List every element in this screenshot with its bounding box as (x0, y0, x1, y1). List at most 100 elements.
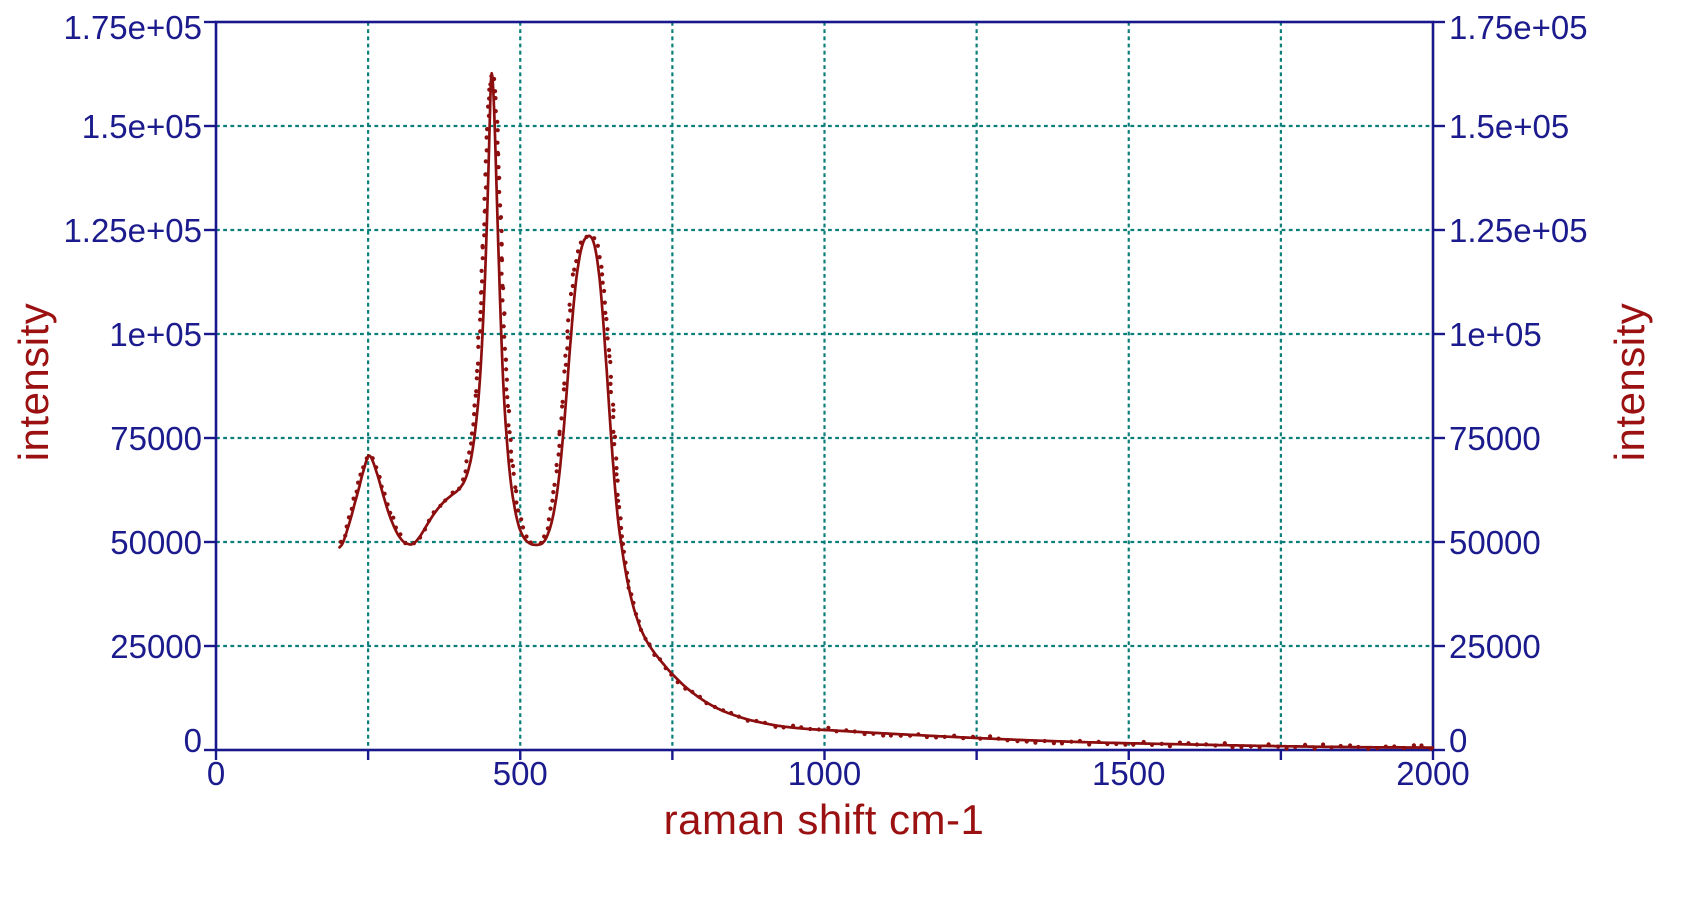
data-point (499, 228, 504, 234)
data-point (554, 462, 559, 468)
data-point (506, 423, 511, 428)
y-tick-label-right: 1.75e+05 (1449, 9, 1588, 46)
data-point (509, 458, 514, 463)
data-point (464, 459, 469, 464)
data-point (611, 402, 616, 407)
data-point (605, 336, 610, 341)
y-tick-label-left: 1e+05 (109, 316, 202, 353)
data-point (495, 128, 500, 133)
data-point (479, 268, 484, 273)
data-point (608, 389, 614, 395)
x-tick-label: 2000 (1396, 755, 1469, 792)
data-point (499, 256, 504, 261)
data-point (504, 377, 509, 382)
data-point (557, 429, 562, 434)
data-point (482, 196, 487, 201)
data-point (608, 381, 613, 386)
y-tick-label-left: 1.5e+05 (82, 108, 202, 145)
data-point (604, 316, 609, 322)
x-tick-label: 500 (493, 755, 548, 792)
data-point (520, 525, 526, 530)
y-tick-label-left: 75000 (110, 420, 202, 457)
y-tick-label-right: 1.5e+05 (1449, 108, 1569, 145)
y-tick-label-right: 25000 (1449, 628, 1541, 665)
data-point (502, 346, 507, 351)
fit-curve-line (338, 71, 1435, 749)
data-point (516, 508, 521, 513)
data-point (575, 249, 581, 254)
x-tick-label: 1500 (1092, 755, 1165, 792)
data-point (507, 430, 512, 435)
data-point (496, 176, 501, 181)
data-point (570, 283, 575, 289)
data-point (559, 416, 564, 421)
data-point (497, 189, 502, 195)
data-point (556, 452, 561, 457)
y-tick-label-left: 1.25e+05 (63, 212, 202, 249)
data-point (606, 348, 612, 353)
data-point (505, 395, 510, 400)
y-tick-label-right: 50000 (1449, 524, 1541, 561)
data-point (605, 327, 610, 332)
data-point (474, 389, 479, 394)
data-point (519, 517, 524, 522)
data-point (602, 288, 607, 294)
data-point (495, 119, 500, 124)
data-point (476, 335, 481, 340)
data-point (612, 434, 618, 439)
data-point (508, 437, 513, 442)
data-point (600, 280, 605, 285)
data-point (611, 408, 616, 413)
data-point (513, 485, 518, 490)
data-point (510, 463, 516, 469)
data-point (565, 335, 570, 340)
data-point (496, 152, 501, 157)
data-point (603, 310, 608, 315)
data-point (503, 357, 508, 362)
data-point (570, 272, 576, 277)
data-point (472, 412, 477, 417)
data-point (548, 506, 553, 511)
x-tick-label: 1000 (788, 755, 861, 792)
data-point (478, 317, 483, 322)
data-point (498, 203, 503, 208)
data-point (476, 344, 481, 349)
data-point (505, 403, 510, 409)
data-point (614, 466, 619, 471)
data-point (511, 471, 516, 476)
data-point (602, 300, 607, 305)
data-point (608, 374, 614, 379)
data-point (567, 302, 572, 307)
data-point (566, 318, 571, 323)
data-point (599, 264, 604, 269)
data-point (611, 414, 616, 420)
data-point (563, 353, 568, 358)
data-point (484, 135, 489, 140)
y-tick-label-left: 0 (184, 722, 202, 759)
y-tick-label-left: 1.75e+05 (63, 9, 202, 46)
data-point (482, 222, 487, 227)
data-point (568, 291, 574, 297)
data-point (499, 242, 504, 247)
data-point (562, 381, 567, 386)
y-tick-label-right: 0 (1449, 722, 1467, 759)
data-point (597, 255, 602, 260)
data-point (479, 279, 485, 284)
data-point (565, 329, 570, 334)
data-point (568, 308, 573, 313)
data-point (391, 515, 396, 520)
data-point (557, 443, 562, 448)
data-point (514, 500, 519, 505)
data-point (500, 283, 505, 288)
data-point (480, 256, 485, 261)
data-point (502, 334, 507, 339)
data-point (504, 387, 509, 392)
data-point (508, 449, 514, 454)
data-point (563, 362, 569, 367)
right-y-axis-title: intensity (1606, 302, 1653, 462)
y-tick-label-left: 50000 (110, 524, 202, 561)
data-point (608, 359, 613, 365)
data-point (551, 490, 556, 495)
data-point (560, 399, 565, 404)
